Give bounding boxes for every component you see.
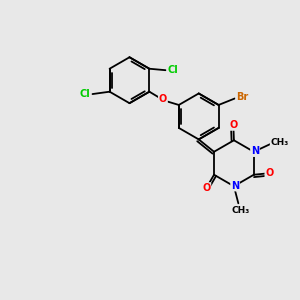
Text: Br: Br bbox=[236, 92, 248, 102]
Text: O: O bbox=[229, 120, 238, 130]
Text: O: O bbox=[202, 183, 211, 193]
Text: N: N bbox=[251, 146, 259, 156]
Text: Cl: Cl bbox=[167, 65, 178, 75]
Text: N: N bbox=[231, 181, 239, 190]
Text: CH₃: CH₃ bbox=[271, 138, 289, 147]
Text: O: O bbox=[265, 168, 274, 178]
Text: CH₃: CH₃ bbox=[232, 206, 250, 215]
Text: O: O bbox=[159, 94, 167, 104]
Text: Cl: Cl bbox=[80, 89, 90, 99]
